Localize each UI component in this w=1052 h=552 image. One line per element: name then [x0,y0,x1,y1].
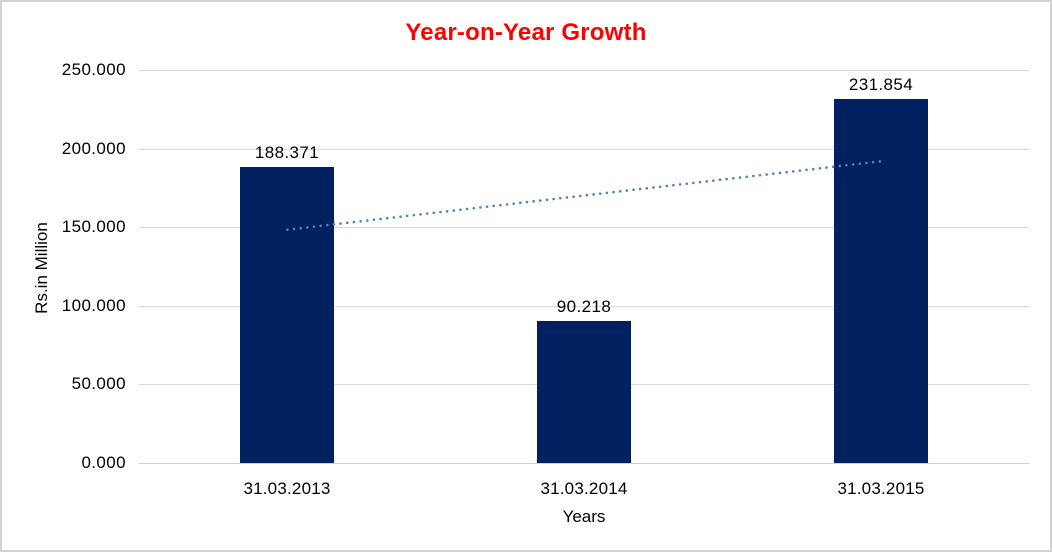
y-tick-label: 250.000 [61,60,126,79]
bar [240,167,334,463]
bar [537,321,631,463]
x-tick-label: 31.03.2014 [540,479,628,498]
x-tick-label: 31.03.2013 [243,479,331,498]
bar-data-label: 90.218 [556,297,612,316]
y-tick-label: 100.000 [61,296,126,315]
chart-title: Year-on-Year Growth [405,19,647,46]
y-tick-label: 50.000 [71,374,126,393]
y-tick-label: 150.000 [61,217,126,236]
gridline [139,149,1029,150]
gridline [139,306,1029,307]
gridline [139,70,1029,71]
x-axis-title: Years [562,507,606,526]
bar [834,99,928,463]
bar-data-label: 188.371 [254,143,320,162]
x-tick-label: 31.03.2015 [837,479,925,498]
bar-data-label: 231.854 [848,75,914,94]
x-axis-line [139,463,1029,464]
y-tick-label: 0.000 [81,453,126,472]
trendline [286,160,882,232]
y-tick-label: 200.000 [61,139,126,158]
